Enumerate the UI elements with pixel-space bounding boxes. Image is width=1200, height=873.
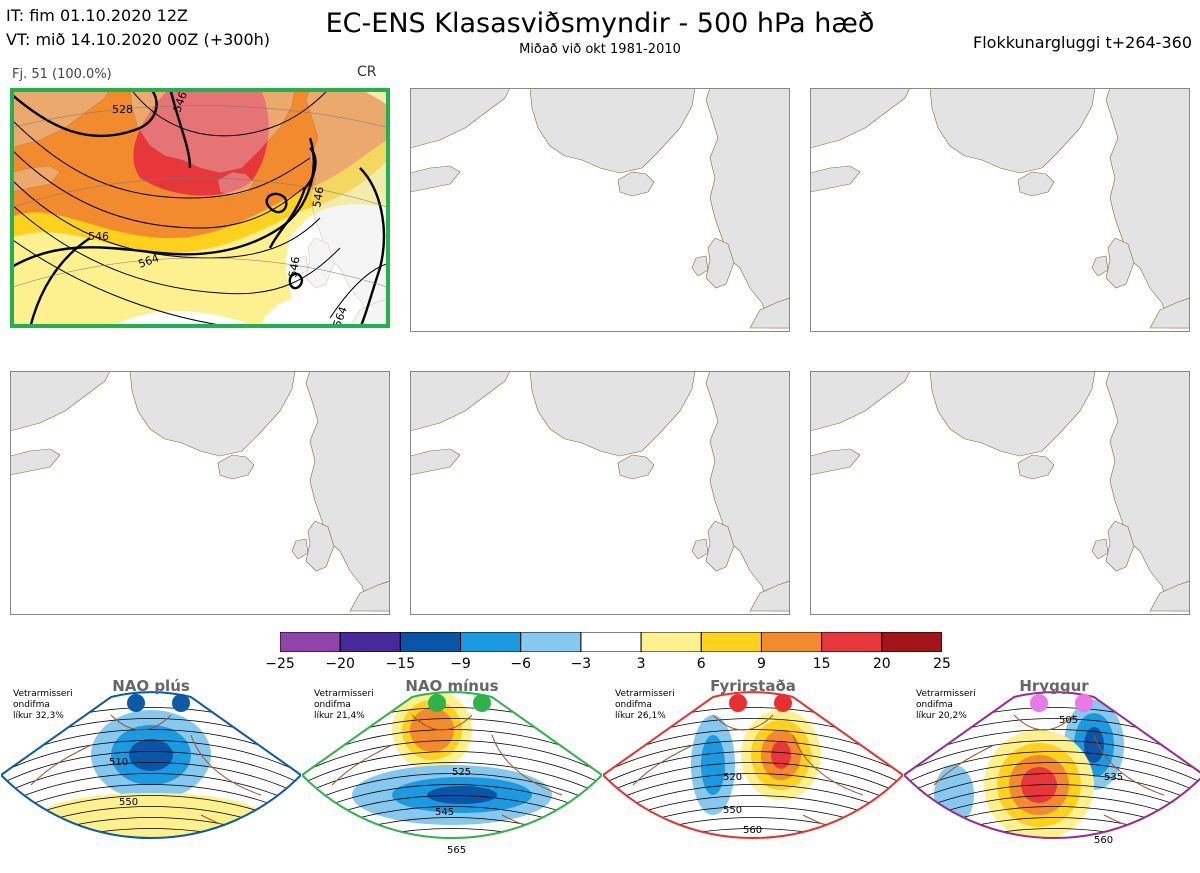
page-title: EC-ENS Klasasviðsmyndir - 500 hPa hæð: [325, 8, 875, 39]
regime-contour-label: 545: [435, 807, 454, 818]
valid-time: VT: mið 14.10.2020 00Z (+300h): [6, 30, 271, 49]
colorbar-tick-10: 20: [872, 656, 891, 672]
regime-note-line: ondifma: [615, 700, 652, 710]
colorbar-tick-8: 9: [756, 656, 766, 672]
regime-note-line: Vetrarmisseri: [314, 689, 374, 699]
regime-note-line: líkur 20,2%: [916, 711, 967, 721]
regime-center-dot: [1030, 694, 1048, 712]
colorbar-swatch-10: [881, 631, 943, 653]
colorbar-swatch-3: [460, 631, 522, 653]
colorbar-swatch-9: [821, 631, 883, 653]
regime-title: NAO plús: [112, 677, 190, 695]
regime-panel-4: 505 535 560 Hryggur Vetrarmisseri ondifma líku…: [902, 675, 1200, 869]
regime-panel-1: 510 550 NAO plús Vetrarmisseri ondifma líkur …: [0, 675, 303, 869]
regime-map-svg: 510 550: [0, 691, 303, 840]
regime-note-line: líkur 21,4%: [314, 711, 365, 721]
regime-title: NAO mínus: [405, 677, 499, 695]
colorbar-tick-6: 3: [636, 656, 646, 672]
regime-note: Vetrarmisseri ondifma líkur 32,3%: [13, 689, 73, 722]
colorbar-tick-2: −15: [385, 656, 416, 672]
regime-contour-label: 560: [743, 825, 762, 836]
contour-label-564-b: 564: [331, 305, 350, 328]
cluster-map-panel-2: [410, 88, 790, 332]
regime-contour-label: 505: [1059, 715, 1078, 726]
page-subtitle: Miðað við okt 1981-2010: [519, 42, 681, 57]
regime-note: Vetrarmisseri ondifma líkur 21,4%: [314, 689, 374, 722]
colorbar-tick-1: −20: [325, 656, 355, 672]
regime-map-svg: 505 535 560: [902, 691, 1200, 846]
regime-panel-3: 520 550 560 Fyrirstaða Vetrarmisseri ondifma l…: [601, 675, 905, 869]
colorbar-tick-9: 15: [812, 656, 831, 672]
colorbar-tick-11: 25: [933, 656, 951, 672]
colorbar-swatch-5: [580, 631, 642, 653]
colorbar-tick-7: 6: [696, 656, 706, 672]
regime-note-line: Vetrarmisseri: [13, 689, 73, 699]
regime-center-dot: [172, 694, 190, 712]
colorbar-swatch-4: [520, 631, 582, 653]
colorbar-swatch-0: [279, 631, 341, 653]
regime-note-line: líkur 32,3%: [13, 711, 64, 721]
cluster-map-panel-1: 528 546 546 564 546 546 564: [10, 88, 390, 328]
regime-note: Vetrarmisseri ondifma líkur 20,2%: [916, 689, 976, 722]
regime-center-dot: [473, 694, 491, 712]
contour-label-528: 528: [112, 103, 133, 116]
panel-1-regime-code: CR: [357, 64, 377, 80]
regime-note: Vetrarmisseri ondifma líkur 26,1%: [615, 689, 675, 722]
colorbar-tick-5: −3: [570, 656, 592, 672]
regime-note-line: líkur 26,1%: [615, 711, 666, 721]
regime-title: Hryggur: [1019, 677, 1089, 695]
contour-label-546-d: 546: [310, 186, 326, 209]
regime-center-dot: [774, 694, 792, 712]
regime-contour-label: 520: [723, 772, 742, 783]
cluster-frame: [10, 88, 390, 328]
cluster-map-panel-4: [10, 371, 390, 615]
regime-contour-label: 535: [1104, 772, 1123, 783]
regime-center-dot: [1075, 694, 1093, 712]
cluster-map-1-svg: 528 546 546 564 546 546 564: [10, 88, 390, 328]
regime-contour-label: 525: [452, 767, 471, 778]
colorbar-swatch-1: [339, 631, 401, 653]
colorbar-tick-0: −25: [265, 656, 295, 672]
regime-note-line: Vetrarmisseri: [615, 689, 675, 699]
regime-contour-label: 550: [723, 805, 742, 816]
colorbar-tick-3: −9: [450, 656, 471, 672]
regime-note-line: ondifma: [314, 700, 351, 710]
regime-center-dot: [729, 694, 747, 712]
regime-contour-label: 550: [119, 797, 138, 808]
regime-title: Fyrirstaða: [710, 677, 796, 695]
colorbar-swatch-8: [760, 631, 823, 653]
regime-panel-2: 525 545 565 NAO mínus Vetrarmisseri ondifma lí…: [300, 675, 604, 869]
regime-contour-label: 510: [109, 757, 128, 768]
colorbar-svg: [279, 631, 943, 653]
regime-center-dot: [127, 694, 145, 712]
colorbar-swatch-6: [640, 631, 702, 653]
cluster-map-panel-6: [810, 371, 1190, 615]
anomaly-colorbar: [279, 631, 943, 653]
colorbar-swatch-2: [399, 631, 462, 653]
contour-label-546-b: 546: [88, 230, 109, 243]
colorbar-swatch-7: [700, 631, 762, 653]
regime-contour-label: 565: [447, 845, 466, 856]
regime-map-svg: 525 545 565: [300, 691, 604, 856]
regime-note-line: ondifma: [13, 700, 50, 710]
regime-contour-label: 560: [1094, 835, 1113, 846]
regime-note-line: Vetrarmisseri: [916, 689, 976, 699]
cluster-map-panel-3: [810, 88, 1190, 332]
classification-window: Flokkunargluggi t+264-360: [973, 33, 1192, 52]
initial-time: IT: fim 01.10.2020 12Z: [6, 6, 188, 25]
colorbar-tick-4: −6: [510, 656, 532, 672]
cluster-map-panel-5: [410, 371, 790, 615]
regime-note-line: ondifma: [916, 700, 953, 710]
contour-label-546-c: 546: [286, 256, 302, 279]
regime-center-dot: [428, 694, 446, 712]
panel-1-member-count: Fj. 51 (100.0%): [12, 67, 112, 82]
